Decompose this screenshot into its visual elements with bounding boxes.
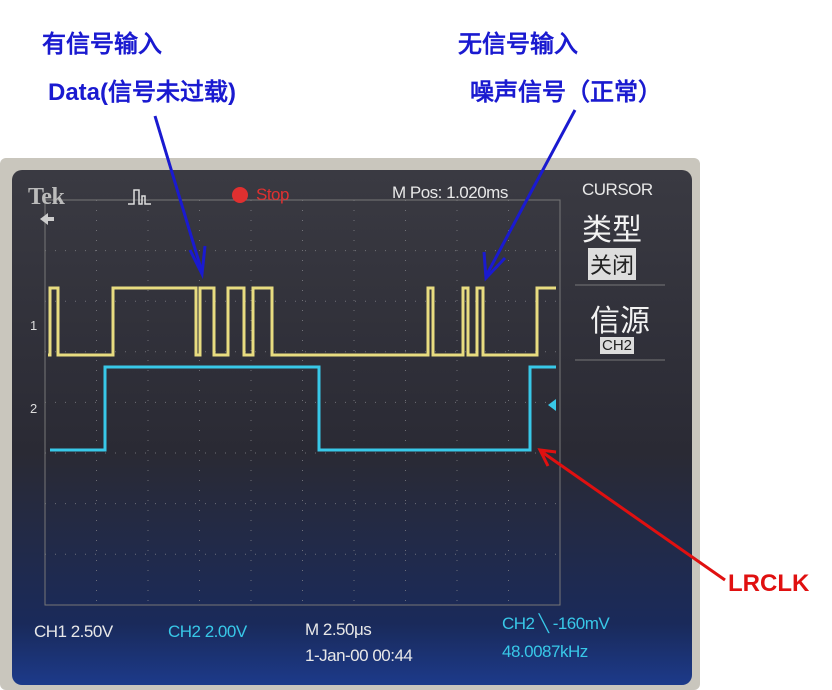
date-time: 1-Jan-00 00:44	[305, 646, 413, 665]
annotation-no-signal: 无信号输入	[458, 31, 578, 58]
pulse-icon	[128, 189, 151, 205]
annotation-arrows	[153, 109, 577, 282]
run-state: Stop	[256, 185, 289, 204]
graticule	[45, 200, 560, 605]
menu-type-label: 类型	[582, 214, 642, 247]
ch1-waveform	[48, 286, 556, 357]
graticule-border	[44, 199, 561, 606]
stop-icon	[232, 187, 248, 203]
brand-logo: Tek	[28, 184, 65, 210]
menu-type-value[interactable]: 关闭	[588, 248, 637, 280]
menu-source-value[interactable]: CH2	[600, 337, 635, 354]
ch2-waveform	[50, 365, 556, 452]
oscilloscope-screen	[12, 170, 692, 685]
ch1-marker: 1	[30, 318, 37, 333]
lrclk-arrow	[537, 448, 726, 582]
menu-source-label: 信源	[590, 305, 650, 338]
annotation-noise: 噪声信号（正常）	[470, 79, 662, 106]
trigger-info: CH2 ╲ -160mV	[502, 614, 610, 633]
left-arrow-icon	[40, 213, 54, 225]
ch1-scale: CH1 2.50V	[34, 622, 113, 641]
timebase: M 2.50μs	[305, 620, 372, 639]
annotation-with-signal: 有信号输入	[42, 31, 162, 58]
annotation-lrclk: LRCLK	[728, 570, 810, 597]
m-pos: M Pos: 1.020ms	[392, 183, 508, 202]
ch2-marker: 2	[30, 401, 37, 416]
ch2-scale: CH2 2.00V	[168, 622, 247, 641]
frequency: 48.0087kHz	[502, 642, 588, 661]
ch2-trigger-level-arrow	[548, 399, 556, 411]
menu-title: CURSOR	[582, 180, 653, 199]
annotation-data: Data(信号未过载)	[48, 79, 237, 106]
